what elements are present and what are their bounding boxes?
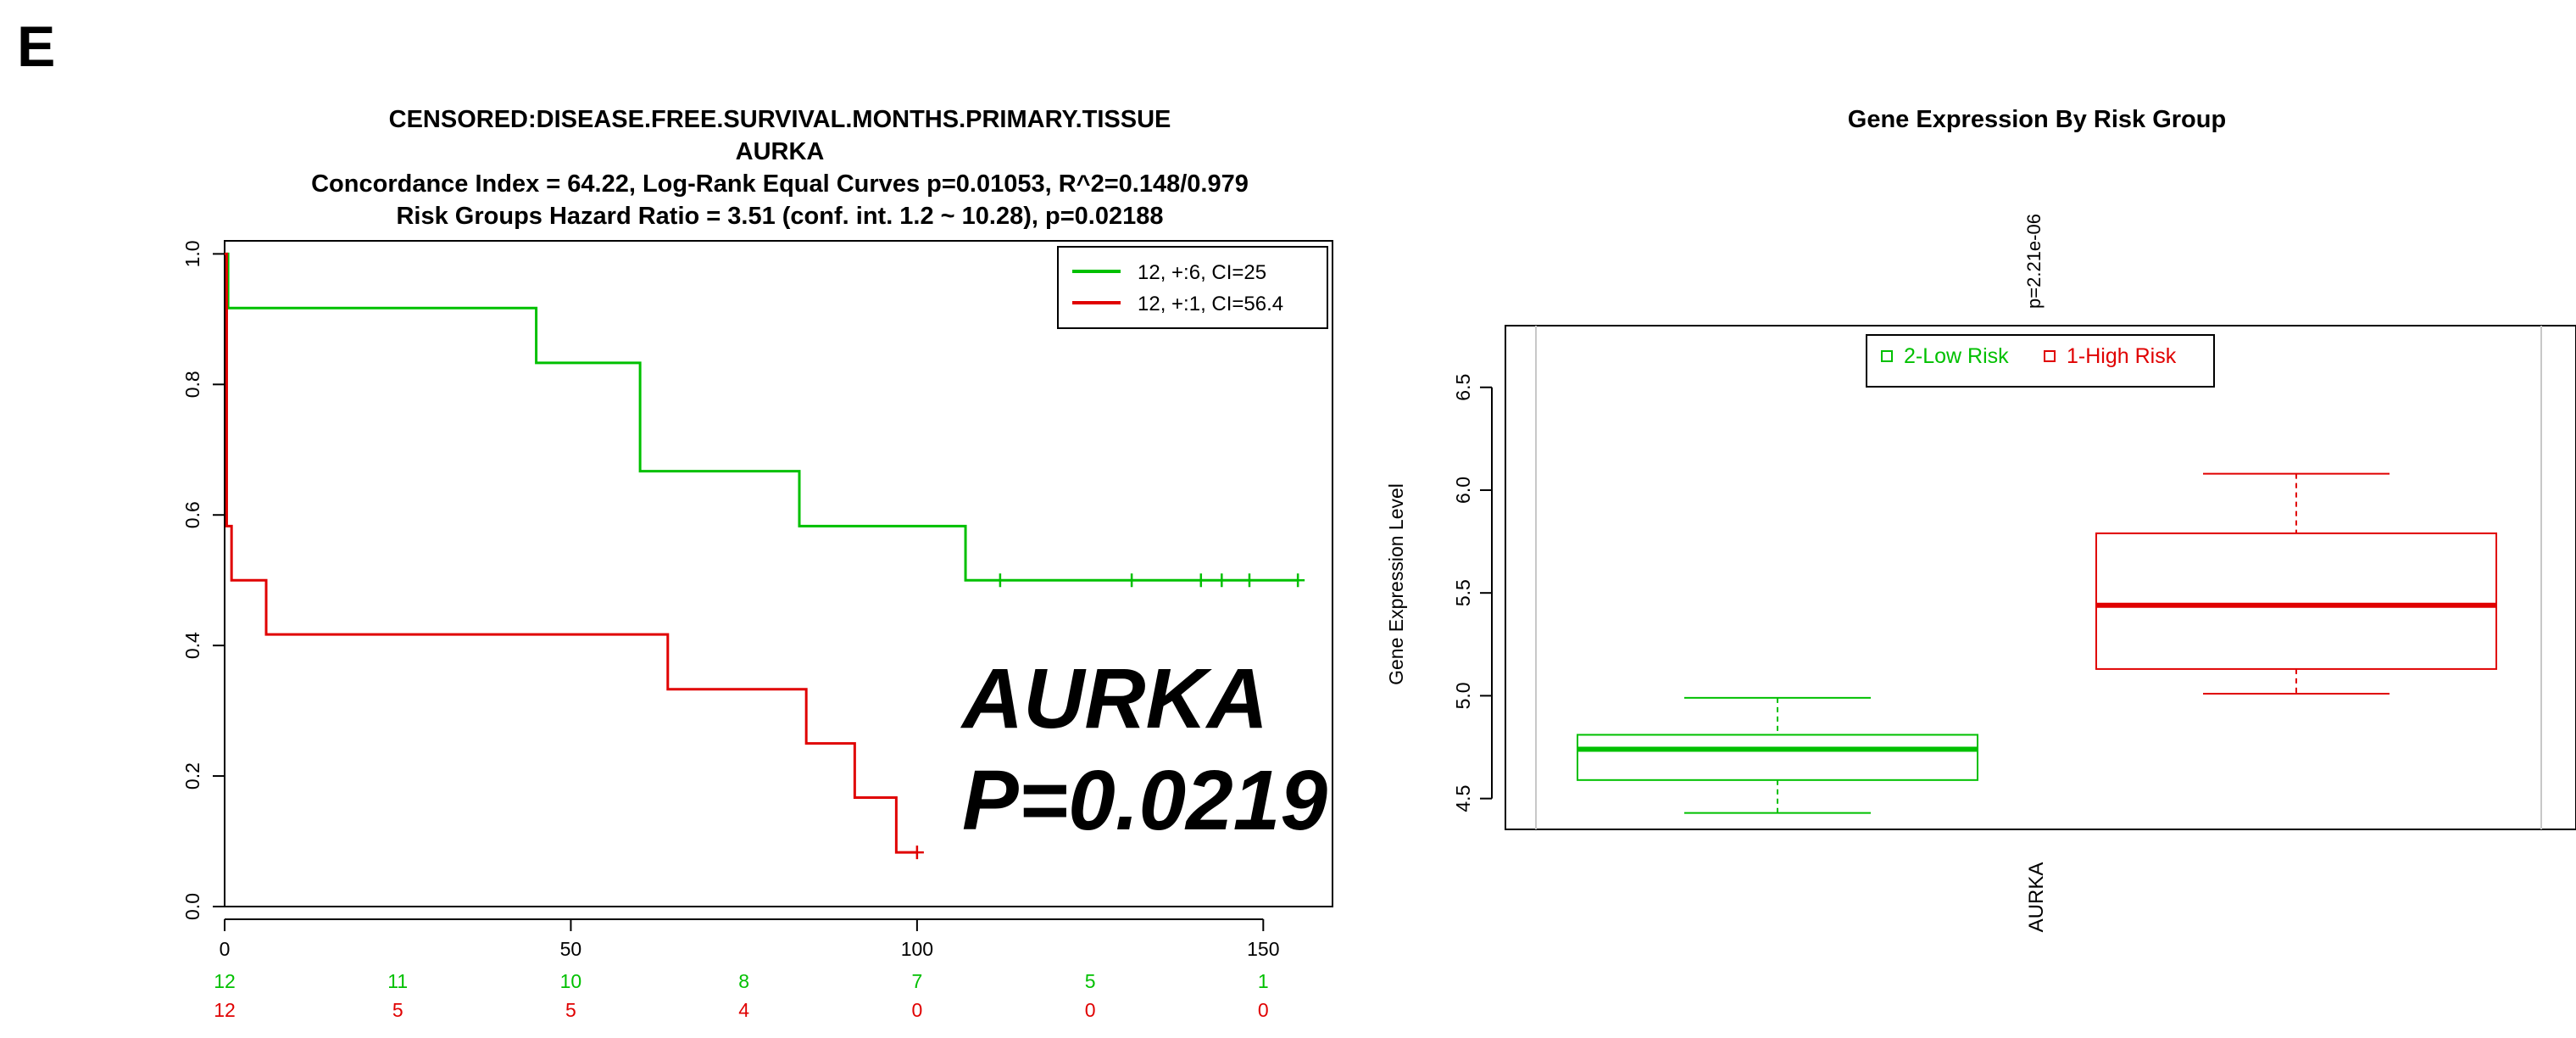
- box-y-tick-label: 6.5: [1452, 374, 1474, 401]
- box-ylabel: Gene Expression Level: [1385, 483, 1407, 685]
- box-y-tick-label: 6.0: [1452, 477, 1474, 504]
- km-censor-mark: [993, 573, 1007, 588]
- km-y-tick-label: 1.0: [181, 240, 203, 267]
- km-risk-value: 12: [214, 970, 236, 992]
- km-x-tick-label: 50: [560, 938, 582, 960]
- km-censor-mark: [1242, 573, 1256, 588]
- box-legend-box: [1866, 334, 2215, 388]
- boxplot-chart: Gene Expression By Risk Group p=2.21e-06…: [1385, 106, 2576, 932]
- km-x-tick-label: 100: [901, 938, 933, 960]
- km-title-line-4: Risk Groups Hazard Ratio = 3.51 (conf. i…: [396, 203, 1163, 230]
- km-censor-mark: [1193, 573, 1208, 588]
- km-legend: 12, +:6, CI=25 12, +:1, CI=56.4: [1057, 246, 1328, 329]
- km-x-tick-label: 150: [1247, 938, 1279, 960]
- km-x-tick-label: 0: [220, 938, 231, 960]
- km-censor-mark: [910, 845, 924, 860]
- km-censor-mark: [1125, 573, 1139, 588]
- box-legend-swatch-high: [2044, 350, 2056, 362]
- box-y-tick-label: 4.5: [1452, 785, 1474, 812]
- km-censor-mark: [1215, 573, 1229, 588]
- km-y-tick-label: 0.8: [181, 371, 203, 398]
- km-title-line-3: Concordance Index = 64.22, Log-Rank Equa…: [311, 170, 1249, 198]
- km-curve-red: [225, 252, 917, 854]
- km-legend-box: [1057, 246, 1328, 329]
- km-risk-value: 0: [911, 999, 922, 1021]
- box-body-low: [1577, 734, 1978, 781]
- km-risk-value: 0: [1085, 999, 1096, 1021]
- km-chart: CENSORED:DISEASE.FREE.SURVIVAL.MONTHS.PR…: [181, 106, 1333, 1021]
- km-censor-mark: [1291, 573, 1305, 588]
- box-xlabel: AURKA: [2025, 862, 2048, 933]
- km-risk-value: 5: [565, 999, 576, 1021]
- km-risk-value: 0: [1258, 999, 1269, 1021]
- box-legend-label-low: 2-Low Risk: [1904, 344, 2009, 368]
- km-title-line-2: AURKA: [736, 138, 825, 165]
- km-title-line-1: CENSORED:DISEASE.FREE.SURVIVAL.MONTHS.PR…: [389, 106, 1171, 133]
- km-annotation-gene: AURKA: [960, 651, 1268, 746]
- km-risk-value: 5: [392, 999, 403, 1021]
- km-annotation-pvalue: P=0.0219: [962, 753, 1327, 848]
- km-y-tick-label: 0.4: [181, 632, 203, 659]
- km-curves: [225, 252, 1305, 860]
- box-legend: 2-Low Risk 1-High Risk: [1866, 334, 2215, 388]
- km-risk-value: 11: [387, 970, 408, 992]
- km-y-tick-label: 0.0: [181, 893, 203, 920]
- km-plot-frame: [224, 240, 1333, 907]
- box-y-axis: 4.5 5.0 5.5 6.0 6.5: [1452, 374, 1493, 812]
- km-x-axis: 0 50 100 150: [220, 918, 1280, 960]
- km-risk-value: 10: [560, 970, 582, 992]
- km-y-tick-label: 0.2: [181, 762, 203, 790]
- km-legend-label-green: 12, +:6, CI=25: [1138, 261, 1266, 284]
- km-risk-value: 5: [1085, 970, 1096, 992]
- box-title: Gene Expression By Risk Group: [1848, 106, 2226, 133]
- km-risk-value: 12: [214, 999, 236, 1021]
- box-plot-frame: [1505, 325, 2576, 830]
- box-legend-swatch-low: [1881, 350, 1893, 362]
- box-y-tick-label: 5.5: [1452, 579, 1474, 606]
- km-y-axis: 0.0 0.2 0.4 0.6 0.8 1.0: [181, 240, 225, 920]
- box-legend-label-high: 1-High Risk: [2067, 344, 2177, 368]
- km-risk-value: 4: [738, 999, 749, 1021]
- km-y-tick-label: 0.6: [181, 501, 203, 528]
- km-risk-table: 12 11 10 8 7 5 1 12 5 5 4 0 0 0: [214, 970, 1269, 1021]
- box-pvalue-label: p=2.21e-06: [2023, 214, 2045, 309]
- box-body-high: [2095, 532, 2497, 670]
- km-risk-value: 1: [1258, 970, 1269, 992]
- box-y-tick-label: 5.0: [1452, 682, 1474, 709]
- km-curve-green: [225, 252, 1299, 582]
- km-legend-label-red: 12, +:1, CI=56.4: [1138, 293, 1283, 315]
- box-groups: [1577, 472, 2497, 814]
- panel-letter: E: [17, 14, 55, 79]
- km-risk-value: 7: [911, 970, 922, 992]
- km-risk-value: 8: [738, 970, 749, 992]
